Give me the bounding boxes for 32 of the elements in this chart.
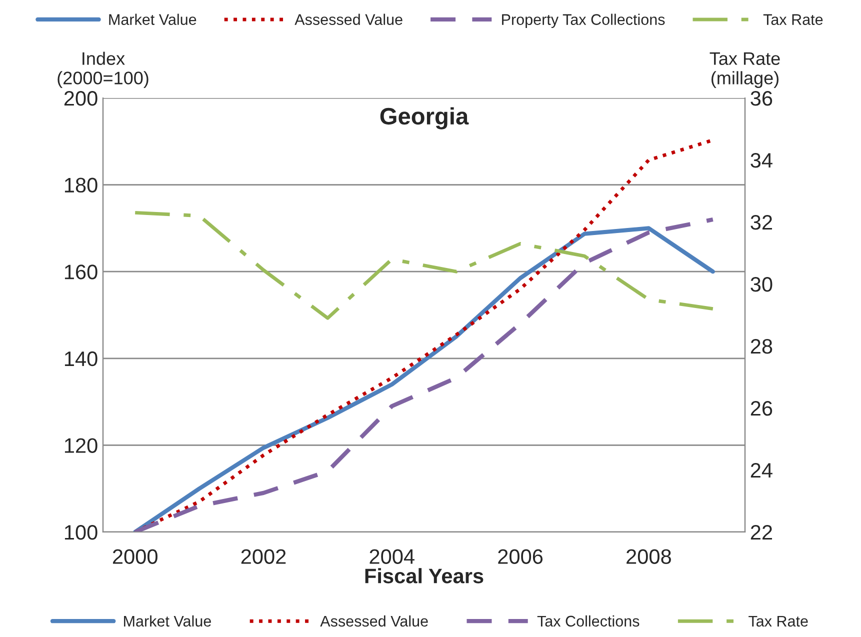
chart-title: Georgia	[380, 107, 469, 130]
legend-label: Tax Rate	[748, 616, 808, 627]
y2-tick-label: 24	[750, 463, 772, 478]
y-tick-label: 160	[64, 264, 98, 280]
x-axis-title: Fiscal Years	[365, 568, 484, 584]
y-axis-title: Index (2000=100)	[58, 52, 148, 88]
text: Tax Rate	[763, 14, 823, 25]
y2-tick-label: 26	[750, 401, 772, 416]
x-tick-label: 2008	[626, 549, 671, 564]
y2-tick-label: 36	[750, 91, 772, 106]
y2-tick-label: 34	[750, 153, 772, 168]
legend-label: Market Value	[124, 615, 211, 627]
line-series	[133, 210, 715, 320]
y2-axis-title: Tax Rate (millage)	[710, 52, 780, 88]
y2-tick-label: 28	[750, 339, 772, 354]
legend-label: Assessed Value	[320, 615, 428, 627]
y2-tick-label: 30	[750, 277, 772, 292]
y-tick-label: 140	[64, 351, 98, 366]
y-tick-label: 200	[64, 91, 98, 106]
y-tick-label: 180	[64, 178, 98, 193]
x-tick-label: 2002	[241, 549, 286, 564]
text: Assessed Value	[294, 14, 402, 25]
y2-tick-label: 22	[750, 525, 772, 540]
x-tick-label: 2000	[112, 549, 158, 564]
x-tick-label: 2004	[370, 549, 414, 564]
y-tick-label: 100	[64, 525, 98, 540]
y-tick-label: 120	[64, 438, 98, 453]
text: Market Value	[109, 14, 196, 25]
x-tick-label: 2006	[498, 549, 543, 564]
legend-label: Tax Collections	[537, 615, 640, 627]
text: Property Tax Collections	[502, 14, 665, 28]
y2-tick-label: 32	[750, 215, 772, 230]
